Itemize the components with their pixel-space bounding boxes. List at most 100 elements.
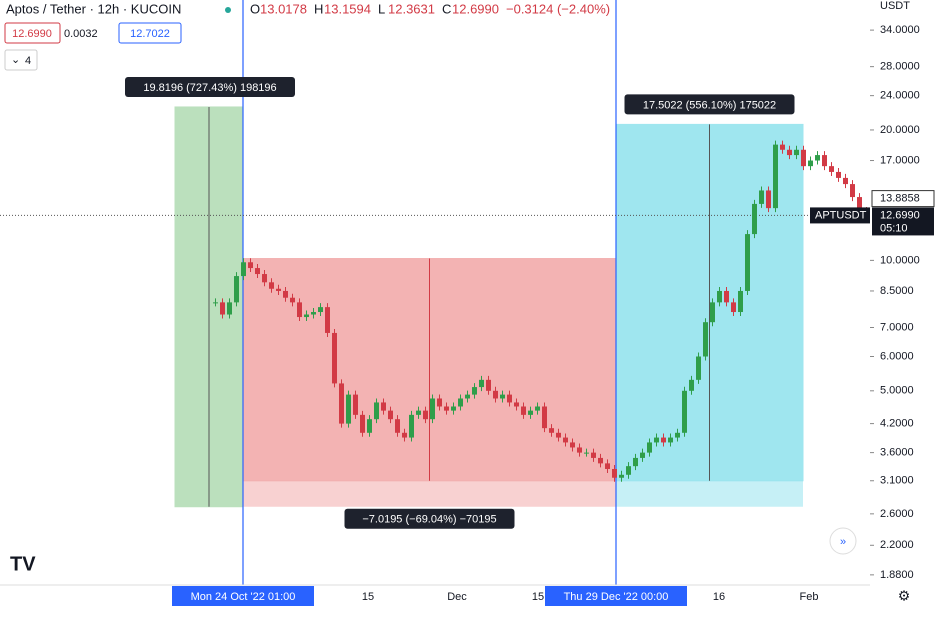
candle: [542, 406, 547, 429]
y-tick-label: 24.0000: [880, 90, 920, 102]
candle: [402, 432, 407, 438]
measure-label: 19.8196 (727.43%) 198196: [143, 82, 276, 94]
candle: [514, 402, 519, 407]
ohlc-value: 13.1594: [324, 1, 371, 16]
candle: [717, 290, 722, 303]
candle: [269, 282, 274, 289]
countdown: 05:10: [880, 222, 908, 234]
measure-base: [243, 480, 616, 507]
candle: [297, 302, 302, 318]
candle: [283, 290, 288, 298]
candle: [395, 419, 400, 433]
candle: [458, 398, 463, 407]
candle: [591, 452, 596, 458]
y-tick-label: 6.0000: [880, 350, 914, 362]
y-tick-label: 17.0000: [880, 154, 920, 166]
candle: [570, 442, 575, 448]
candle: [822, 155, 827, 167]
candle: [521, 406, 526, 415]
y-tick-label: 10.0000: [880, 254, 920, 266]
y-tick-label: 3.6000: [880, 447, 914, 459]
candle: [808, 160, 813, 167]
ohlc-key: H: [314, 1, 323, 16]
candle: [479, 379, 484, 388]
candle: [255, 268, 260, 275]
scroll-button[interactable]: [829, 527, 857, 555]
candle: [605, 463, 610, 469]
y-tick-label: 8.5000: [880, 285, 914, 297]
last-price-tag: [872, 207, 934, 236]
y-tick-label: 2.6000: [880, 508, 914, 520]
candle: [759, 190, 764, 204]
mark-price-label: 13.8858: [880, 193, 920, 205]
x-label-highlight: [545, 586, 687, 606]
candle: [507, 394, 512, 403]
measure-label-bg: [344, 508, 515, 529]
candle: [500, 394, 505, 399]
candle: [304, 314, 309, 318]
status-dot: [225, 7, 231, 13]
candle: [367, 419, 372, 433]
candle: [409, 414, 414, 438]
measure-base: [616, 480, 803, 507]
ask-box: [118, 22, 182, 44]
y-tick-label: 28.0000: [880, 61, 920, 73]
candle: [612, 468, 617, 478]
logo: TV: [10, 553, 36, 575]
candle: [675, 432, 680, 438]
candle: [276, 288, 281, 291]
candle: [773, 144, 778, 209]
last-price-label: 12.6990: [880, 209, 920, 221]
candle: [563, 437, 568, 443]
candle: [234, 276, 239, 303]
currency[interactable]: USDT: [880, 0, 910, 12]
candle: [710, 302, 715, 323]
y-tick-label: 34.0000: [880, 24, 920, 36]
indicator-toggle[interactable]: [4, 49, 38, 71]
change: −0.3124 (−2.40%): [506, 1, 610, 16]
ohlc-key: C: [442, 1, 451, 16]
candle: [290, 297, 295, 303]
candle: [486, 379, 491, 391]
chart-title: Aptos / Tether · 12h · KUCOIN: [6, 1, 181, 16]
y-tick-label: 4.2000: [880, 418, 914, 430]
measure-label: −7.0195 (−69.04%) −70195: [362, 514, 496, 526]
candle: [738, 290, 743, 313]
candle: [724, 290, 729, 303]
indicator-count: 4: [25, 55, 31, 67]
candle: [213, 302, 218, 304]
candle: [577, 447, 582, 453]
candle: [626, 466, 631, 475]
candle: [619, 474, 624, 478]
candle: [248, 262, 253, 269]
candle: [794, 149, 799, 156]
candle: [584, 452, 589, 454]
candle: [752, 203, 757, 235]
candle: [472, 387, 477, 395]
candle: [836, 171, 841, 178]
candle: [528, 410, 533, 415]
candle: [423, 410, 428, 420]
candle: [815, 155, 820, 161]
scroll-icon: »: [840, 536, 846, 548]
ohlc-key: L: [378, 1, 385, 16]
y-tick-label: 2.2000: [880, 539, 914, 551]
candle: [353, 394, 358, 415]
ohlc-value: 13.0178: [260, 1, 307, 16]
candle: [437, 398, 442, 407]
symbol-label: APTUSDT: [815, 209, 867, 221]
mark-price-tag: [871, 190, 935, 208]
candle: [843, 177, 848, 185]
candle: [703, 322, 708, 357]
candle: [339, 383, 344, 424]
candle: [850, 184, 855, 198]
candle: [633, 457, 638, 467]
symbol-tag: [810, 207, 870, 224]
settings-icon[interactable]: ⚙: [898, 588, 911, 604]
bid-box: [4, 22, 61, 44]
measure-label-bg: [125, 76, 295, 97]
candle: [332, 332, 337, 384]
bid-value: 12.6990: [12, 28, 52, 40]
candle: [465, 394, 470, 399]
